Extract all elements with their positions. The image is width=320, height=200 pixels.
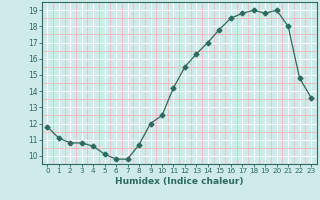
X-axis label: Humidex (Indice chaleur): Humidex (Indice chaleur) [115, 177, 244, 186]
